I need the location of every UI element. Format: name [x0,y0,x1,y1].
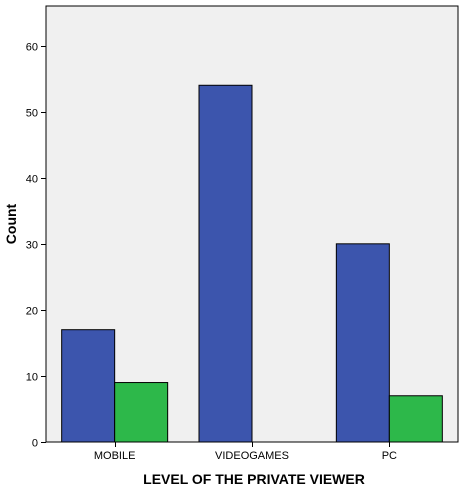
y-tick-label-10: 10 [26,372,38,384]
bar-videogames-series-1 [198,84,253,443]
bar-mobile-series-2 [114,382,169,443]
y-tick-label-60: 60 [26,42,38,54]
x-axis-title: LEVEL OF THE PRIVATE VIEWER [143,471,365,487]
y-tick-label-50: 50 [26,108,38,120]
y-tick-label-30: 30 [26,240,38,252]
y-tick-label-40: 40 [26,174,38,186]
bar-pc-series-1 [335,243,390,443]
bar-pc-series-2 [388,395,443,443]
y-axis: 0 10 20 30 40 50 60 [26,42,46,450]
bar-mobile-series-1 [61,329,116,443]
x-tick-label-videogames: VIDEOGAMES [215,450,289,462]
y-tick-label-0: 0 [32,438,38,450]
x-tick-label-pc: PC [382,450,397,462]
y-tick-label-20: 20 [26,306,38,318]
x-tick-label-mobile: MOBILE [94,450,136,462]
bars [61,84,443,443]
y-axis-title: Count [3,203,19,244]
x-axis: MOBILE VIDEOGAMES PC [94,442,397,462]
